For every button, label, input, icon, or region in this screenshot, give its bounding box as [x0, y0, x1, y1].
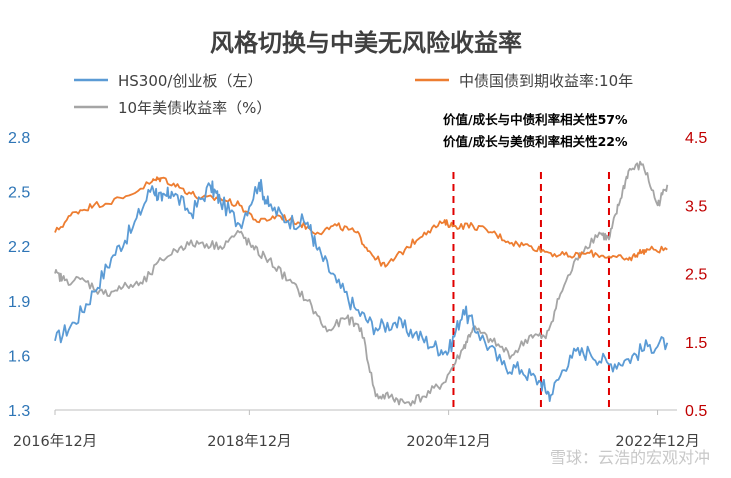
y-left-tick-label: 1.6: [8, 348, 30, 365]
y-right-tick-label: 3.5: [685, 198, 707, 215]
y-right-tick-label: 0.5: [685, 403, 707, 420]
y-right-tick-label: 4.5: [685, 130, 707, 147]
series-line-us10y: [54, 160, 669, 407]
x-tick-label: 2018年12月: [207, 433, 291, 450]
legend-item-hs300: HS300/创业板（左）: [74, 72, 263, 90]
legend-item-cn10y: 中债国债到期收益率:10年: [415, 72, 633, 90]
y-right-tick-label: 1.5: [685, 335, 707, 352]
x-tick-label: 2022年12月: [615, 433, 699, 450]
series-line-cn10y: [54, 176, 668, 268]
axes: 2016年12月 2018年12月 2020年12月 2022年12月 1.3 1.6 1.…: [8, 130, 707, 450]
reference-lines: [452, 172, 610, 410]
annotation-us-correlation: 价值/成长与美债利率相关性22%: [443, 134, 628, 149]
annotation-cn-correlation: 价值/成长与中债利率相关性57%: [443, 112, 628, 127]
y-right-tick-label: 2.5: [685, 267, 707, 284]
legend-label-us10y: 10年美债收益率（%）: [118, 99, 271, 117]
watermark-text: 雪球：云浩的宏观对冲: [550, 448, 710, 467]
y-left-tick-label: 1.9: [8, 294, 30, 311]
x-tick-label: 2016年12月: [13, 433, 97, 450]
legend-label-hs300: HS300/创业板（左）: [118, 72, 263, 90]
series-lines: [54, 160, 669, 407]
series-line-hs300: [54, 178, 669, 403]
x-tick-label: 2020年12月: [406, 433, 490, 450]
chart-title: 风格切换与中美无风险收益率: [210, 29, 522, 57]
y-left-tick-label: 2.5: [8, 185, 30, 202]
legend-item-us10y: 10年美债收益率（%）: [74, 99, 271, 117]
y-left-tick-label: 1.3: [8, 403, 30, 420]
y-left-tick-label: 2.8: [8, 130, 30, 147]
legend-label-cn10y: 中债国债到期收益率:10年: [459, 72, 633, 90]
y-left-tick-label: 2.2: [8, 239, 30, 256]
legend: HS300/创业板（左） 中债国债到期收益率:10年 10年美债收益率（%）: [74, 72, 633, 117]
